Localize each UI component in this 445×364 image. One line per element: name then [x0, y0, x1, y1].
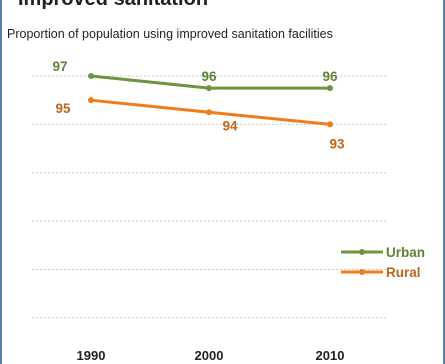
data-point	[206, 109, 212, 116]
data-point	[327, 85, 333, 92]
data-point	[88, 73, 94, 79]
chart-subtitle: Proportion of population using improved …	[7, 27, 333, 41]
frame-border-right	[443, 0, 445, 364]
data-point	[206, 85, 212, 92]
x-tick-label: 2000	[195, 348, 224, 363]
x-tick-label: 1990	[77, 348, 106, 363]
legend-marker-urban	[359, 249, 365, 255]
legend-label-urban: Urban	[386, 245, 425, 260]
data-point	[327, 121, 333, 128]
data-label: 93	[329, 136, 345, 151]
legend-label-rural: Rural	[386, 265, 421, 280]
data-label: 96	[201, 69, 217, 84]
legend-marker-rural	[359, 269, 365, 275]
data-label: 96	[322, 69, 338, 84]
x-tick-label: 2010	[316, 348, 345, 363]
frame-border-left	[0, 0, 2, 364]
data-label: 94	[222, 118, 238, 133]
chart-title-cut: Improved sanitation	[0, 0, 445, 12]
data-label: 97	[52, 59, 67, 74]
data-label: 95	[55, 101, 71, 116]
data-point	[88, 97, 94, 104]
chart-title: Improved sanitation	[18, 0, 208, 11]
